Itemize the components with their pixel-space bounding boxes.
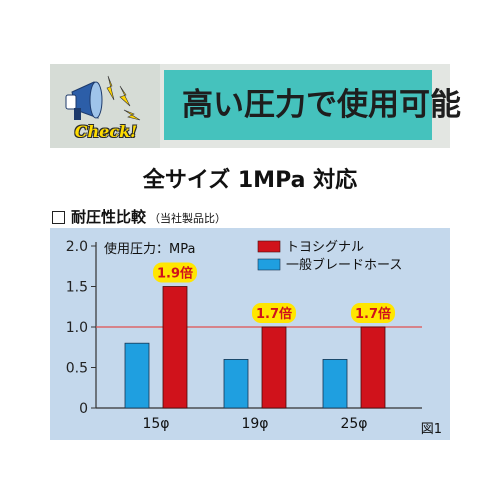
- ratio-label-bg: [153, 262, 197, 283]
- bar-toyo: [360, 326, 386, 409]
- bar-general: [223, 358, 249, 409]
- legend-swatch-general: [257, 258, 281, 271]
- banner-title: 高い圧力で使用可能: [182, 87, 461, 123]
- ratio-label-bg: [252, 303, 296, 323]
- banner-title-box: [164, 70, 432, 140]
- bar-toyo: [261, 326, 287, 409]
- x-tick-label: 25φ: [340, 416, 367, 432]
- legend-label-toyo: トヨシグナル: [286, 240, 364, 255]
- y-tick-label: 1.5: [66, 280, 88, 296]
- unit-label: 使用圧力：MPa: [104, 241, 195, 257]
- y-tick-label: 2.0: [66, 239, 88, 255]
- checkbox-square-icon: [52, 211, 65, 224]
- y-tick-label: 1.0: [66, 320, 88, 336]
- chart-panel: 2.0 1.5 1.0 0.5 0 1.9倍 15φ 1.7倍 19φ 1.7倍 25φ 使用圧力：M…: [50, 228, 450, 440]
- subtitle: 全サイズ 1MPa 対応: [142, 168, 358, 193]
- chart: 2.0 1.5 1.0 0.5 0 1.9倍 15φ 1.7倍 19φ 1.7倍 25φ 使用圧力：M…: [66, 239, 442, 437]
- bar-general: [124, 342, 150, 409]
- ratio-label: 1.7倍: [355, 306, 391, 322]
- bar-general: [322, 358, 348, 409]
- megaphone-icon: [65, 75, 141, 121]
- check-badge: Check!: [74, 122, 138, 141]
- section-title: 耐圧性比較: [71, 208, 147, 226]
- section-note: （当社製品比）: [149, 212, 227, 225]
- ratio-label-bg: [351, 303, 395, 323]
- bar-toyo: [162, 286, 188, 409]
- y-tick-label: 0.5: [66, 361, 88, 377]
- y-tick-label: 0: [79, 401, 88, 417]
- legend-swatch-toyo: [257, 240, 281, 253]
- x-tick-label: 15φ: [142, 416, 169, 432]
- legend-label-general: 一般ブレードホース: [286, 257, 402, 273]
- x-tick-label: 19φ: [241, 416, 268, 432]
- ratio-label: 1.7倍: [256, 306, 292, 322]
- figure-label: 図1: [421, 422, 442, 437]
- section-heading: 耐圧性比較 （当社製品比）: [52, 207, 226, 227]
- ratio-label: 1.9倍: [157, 266, 193, 282]
